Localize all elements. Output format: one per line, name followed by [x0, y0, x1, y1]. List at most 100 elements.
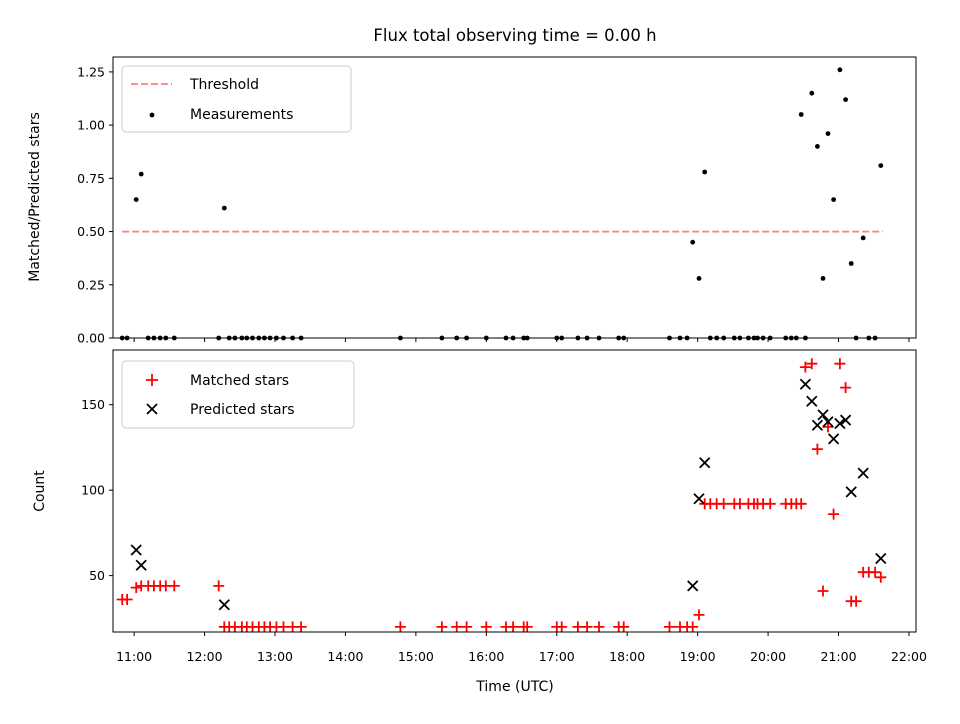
measurement-point	[138, 171, 144, 177]
top-ytick-label: 0.00	[77, 331, 105, 346]
matched-star-point	[817, 585, 829, 597]
bottom-xtick-label: 12:00	[187, 649, 223, 664]
bottom-ytick-label: 150	[81, 397, 105, 412]
legend-threshold-label: Threshold	[189, 77, 259, 93]
predicted-star-point	[834, 417, 846, 430]
bottom-xtick-label: 13:00	[257, 649, 293, 664]
measurement-point	[815, 144, 820, 149]
legend-matched-swatch	[146, 374, 158, 386]
matched-star-point	[869, 566, 881, 578]
measurement-point	[221, 205, 227, 211]
matched-star-point	[687, 621, 699, 633]
measurement-point	[831, 197, 836, 203]
matched-star-point	[581, 621, 593, 633]
measurement-point	[825, 131, 831, 137]
top-ytick-label: 0.50	[77, 224, 105, 239]
predicted-star-point	[822, 416, 834, 428]
measurement-point	[848, 261, 854, 266]
predicted-star-point	[135, 559, 147, 571]
matched-star-point	[394, 621, 406, 633]
bottom-xtick-label: 19:00	[680, 649, 716, 664]
bottom-legend-box	[121, 360, 355, 429]
top-ytick-label: 0.25	[77, 277, 105, 292]
matched-star-point	[130, 582, 142, 594]
matched-star-point	[811, 443, 823, 455]
matched-star-point	[764, 498, 776, 510]
measurement-point	[837, 67, 843, 73]
predicted-star-point	[687, 580, 699, 592]
measurement-point	[820, 276, 826, 281]
matched-star-point	[850, 595, 862, 607]
matched-star-point	[556, 621, 568, 633]
measurement-point	[690, 239, 696, 245]
bottom-x-axis-label: Time (UTC)	[475, 679, 553, 695]
measurement-point	[798, 112, 804, 117]
predicted-star-point	[799, 378, 812, 390]
measurement-point	[843, 97, 848, 102]
matched-star-point	[521, 621, 533, 633]
matched-star-point	[461, 621, 473, 633]
bottom-xtick-label: 15:00	[398, 649, 434, 664]
top-y-axis-label: Matched/Predicted stars	[27, 112, 43, 282]
measurement-point	[702, 169, 708, 175]
matched-star-point	[806, 358, 818, 370]
bottom-xtick-label: 21:00	[821, 649, 857, 664]
predicted-star-point	[693, 493, 705, 505]
matched-star-point	[618, 621, 630, 633]
bottom-xtick-label: 20:00	[750, 649, 786, 664]
bottom-y-ticks: 50 100 150	[81, 397, 113, 583]
matched-star-point	[451, 621, 463, 633]
matched-star-point	[822, 421, 834, 433]
bottom-y-axis-label: Count	[32, 470, 48, 512]
legend-measurements-swatch	[149, 112, 155, 118]
top-x-ticks	[133, 338, 910, 342]
predicted-star-point	[845, 486, 857, 498]
predicted-star-point	[857, 467, 869, 479]
bottom-xtick-label: 22:00	[891, 649, 927, 664]
bottom-ytick-label: 50	[89, 568, 105, 583]
legend-measurements-label: Measurements	[190, 107, 293, 123]
matched-star-point	[168, 580, 180, 592]
matched-star-point	[693, 609, 705, 621]
top-axes-frame	[112, 56, 917, 339]
top-ytick-label: 0.75	[77, 171, 105, 186]
predicted-star-point	[875, 552, 887, 565]
predicted-star-point	[839, 414, 852, 426]
legend-predicted-label: Predicted stars	[190, 402, 295, 418]
predicted-star-point	[218, 599, 230, 611]
bottom-legend: Matched stars Predicted stars	[121, 360, 355, 429]
top-chart-title: Flux total observing time = 0.00 h	[373, 26, 656, 45]
matched-star-point	[436, 621, 448, 633]
matched-star-point	[121, 594, 133, 605]
bottom-xtick-label: 14:00	[327, 649, 363, 664]
top-measurement-points	[119, 67, 884, 341]
matched-star-point	[840, 382, 852, 394]
top-ytick-label: 1.00	[77, 118, 105, 133]
matched-star-point	[480, 621, 492, 633]
legend-matched-label: Matched stars	[190, 373, 289, 389]
matched-star-point	[795, 498, 807, 510]
predicted-star-point	[811, 419, 824, 431]
matched-star-point	[213, 580, 225, 592]
bottom-xtick-label: 11:00	[116, 649, 152, 664]
measurement-point	[860, 235, 866, 241]
bottom-predicted-points	[130, 378, 887, 611]
matched-star-point	[718, 498, 730, 510]
matched-star-point	[828, 508, 840, 520]
bottom-x-ticks: 11:00 12:00 13:00 14:00 15:00 16:00 17:00 18:00…	[116, 632, 927, 664]
measurement-point	[133, 197, 139, 203]
measurement-point	[878, 163, 884, 169]
predicted-star-point	[817, 409, 829, 421]
top-ytick-label: 1.25	[77, 64, 105, 79]
top-panel: 0.00 0.25 0.50 0.75 1.00 1.25 Matched/Predict…	[27, 56, 917, 346]
matched-star-point	[593, 621, 605, 633]
predicted-star-point	[827, 433, 840, 445]
matched-star-point	[572, 621, 584, 633]
measurement-point	[696, 276, 702, 281]
top-legend-box	[121, 65, 352, 133]
predicted-star-point	[806, 395, 818, 407]
bottom-axes-frame	[112, 349, 917, 633]
bottom-ytick-label: 100	[81, 483, 105, 498]
